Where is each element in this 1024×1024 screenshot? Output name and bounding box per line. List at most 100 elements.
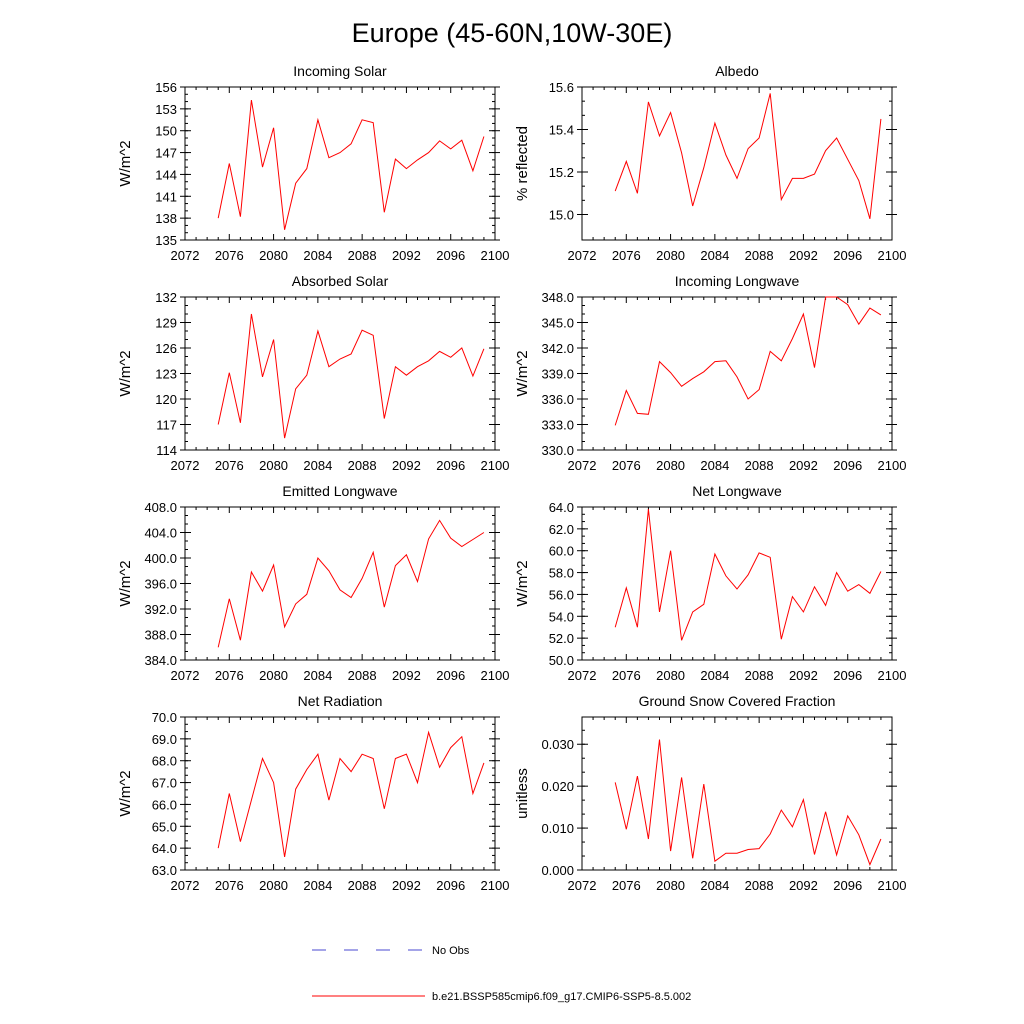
legend-label-2: b.e21.BSSP585cmip6.f09_g17.CMIP6-SSP5-8.… — [432, 991, 691, 1003]
x-tick-label: 2084 — [700, 668, 729, 683]
x-tick-label: 2088 — [745, 668, 774, 683]
panel-3: Absorbed Solar W/m^2 2072 2076 2080 2084 2088 2… — [117, 273, 509, 473]
x-tick-label: 2072 — [568, 878, 597, 893]
y-axis-label: W/m^2 — [514, 350, 531, 396]
x-tick-label: 2080 — [259, 458, 288, 473]
y-tick-label: 396.0 — [144, 577, 177, 592]
y-tick-label: 58.0 — [549, 566, 574, 581]
y-tick-label: 15.6 — [549, 80, 574, 95]
plot-frame — [184, 296, 496, 451]
x-tick-label: 2076 — [612, 878, 641, 893]
panel-title: Incoming Solar — [293, 63, 387, 79]
y-tick-label: 404.0 — [144, 526, 177, 541]
x-tick-label: 2076 — [215, 248, 244, 263]
series-line — [614, 93, 882, 219]
x-tick-label: 2080 — [259, 668, 288, 683]
x-tick-label: 2084 — [303, 458, 332, 473]
y-tick-label: 400.0 — [144, 551, 177, 566]
x-tick-label: 2076 — [612, 248, 641, 263]
x-tick-label: 2096 — [833, 458, 862, 473]
y-tick-label: 348.0 — [541, 290, 574, 305]
x-tick-label: 2100 — [878, 248, 907, 263]
x-tick-label: 2092 — [789, 668, 818, 683]
series-line — [217, 519, 485, 648]
y-tick-label: 68.0 — [152, 754, 177, 769]
x-tick-label: 2096 — [833, 248, 862, 263]
y-tick-label: 117 — [156, 418, 177, 433]
y-tick-label: 69.0 — [152, 732, 177, 747]
plot-frame — [581, 506, 893, 661]
y-tick-label: 345.0 — [541, 316, 574, 331]
x-tick-label: 2072 — [171, 878, 200, 893]
y-tick-label: 129 — [155, 316, 177, 331]
x-tick-label: 2084 — [700, 878, 729, 893]
y-tick-label: 114 — [156, 443, 177, 458]
panel-5: Emitted Longwave W/m^2 2072 2076 2080 2084 208… — [117, 483, 509, 683]
x-tick-label: 2088 — [348, 878, 377, 893]
panel-title: Net Longwave — [692, 483, 782, 499]
y-tick-label: 66.0 — [152, 797, 177, 812]
panel-title: Ground Snow Covered Fraction — [639, 693, 836, 709]
plot-frame — [581, 86, 893, 241]
y-tick-label: 150 — [155, 124, 177, 139]
y-axis-label: W/m^2 — [514, 560, 531, 606]
x-tick-label: 2084 — [700, 248, 729, 263]
series-line — [614, 296, 882, 426]
plot-frame — [184, 506, 496, 661]
y-tick-label: 0.020 — [541, 779, 574, 794]
x-tick-label: 2080 — [656, 458, 685, 473]
y-tick-label: 0.030 — [541, 737, 574, 752]
panels: Incoming Solar W/m^2 2072 2076 2080 2084 2088 2… — [117, 63, 906, 893]
y-axis-label: W/m^2 — [117, 350, 134, 396]
x-tick-label: 2084 — [303, 248, 332, 263]
y-tick-label: 126 — [155, 341, 177, 356]
x-tick-label: 2092 — [392, 878, 421, 893]
x-tick-label: 2096 — [833, 668, 862, 683]
y-tick-label: 15.2 — [549, 165, 574, 180]
y-tick-label: 70.0 — [152, 710, 177, 725]
y-tick-label: 132 — [155, 290, 177, 305]
y-tick-label: 342.0 — [541, 341, 574, 356]
x-tick-label: 2088 — [348, 668, 377, 683]
x-tick-label: 2072 — [171, 668, 200, 683]
x-tick-label: 2076 — [215, 458, 244, 473]
y-tick-label: 65.0 — [152, 819, 177, 834]
x-tick-label: 2088 — [348, 248, 377, 263]
plot-frame — [581, 296, 893, 451]
y-tick-label: 50.0 — [549, 653, 574, 668]
y-axis-label: W/m^2 — [117, 560, 134, 606]
panel-2: Albedo % reflected 2072 2076 2080 2084 2088 209… — [514, 63, 906, 263]
y-tick-label: 123 — [155, 367, 177, 382]
x-tick-label: 2072 — [568, 458, 597, 473]
x-tick-label: 2088 — [745, 458, 774, 473]
y-tick-label: 384.0 — [144, 653, 177, 668]
legend-label-1: No Obs — [432, 945, 470, 957]
panel-7: Net Radiation W/m^2 2072 2076 2080 2084 2088 20… — [117, 693, 509, 893]
x-tick-label: 2092 — [789, 458, 818, 473]
y-axis-label: % reflected — [514, 126, 531, 201]
panel-6: Net Longwave W/m^2 2072 2076 2080 2084 2088 209… — [514, 483, 906, 683]
x-tick-label: 2096 — [436, 458, 465, 473]
plot-frame — [184, 716, 496, 871]
x-tick-label: 2100 — [481, 668, 510, 683]
x-tick-label: 2092 — [392, 668, 421, 683]
x-tick-label: 2100 — [481, 878, 510, 893]
x-tick-label: 2080 — [259, 878, 288, 893]
y-tick-label: 388.0 — [144, 628, 177, 643]
x-tick-label: 2080 — [259, 248, 288, 263]
x-tick-label: 2096 — [436, 668, 465, 683]
panel-1: Incoming Solar W/m^2 2072 2076 2080 2084 2088 2… — [117, 63, 509, 263]
panel-title: Incoming Longwave — [675, 273, 800, 289]
y-tick-label: 392.0 — [144, 602, 177, 617]
x-tick-label: 2092 — [392, 458, 421, 473]
x-tick-label: 2076 — [612, 668, 641, 683]
y-tick-label: 0.010 — [541, 821, 574, 836]
x-tick-label: 2076 — [215, 668, 244, 683]
y-tick-label: 120 — [155, 392, 177, 407]
x-tick-label: 2080 — [656, 878, 685, 893]
x-tick-label: 2072 — [171, 458, 200, 473]
series-line — [217, 313, 485, 439]
y-tick-label: 144 — [155, 167, 177, 182]
x-tick-label: 2096 — [833, 878, 862, 893]
